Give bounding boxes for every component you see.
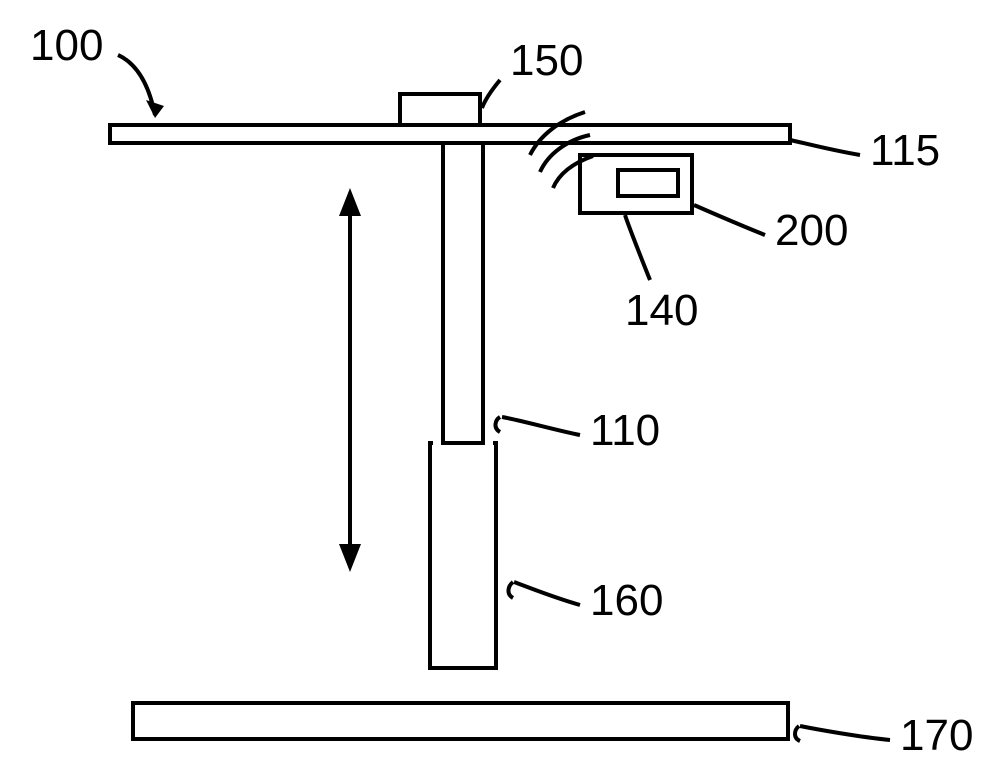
leader-l140 <box>625 215 650 280</box>
leader-l110 <box>502 417 580 435</box>
leader-l150 <box>482 80 500 108</box>
leader-l115 <box>790 140 860 155</box>
motion-arrow-head-down <box>339 544 361 572</box>
leader-l200 <box>694 205 765 235</box>
leader-hook-l160 <box>508 582 513 598</box>
ref-150: 150 <box>510 36 583 85</box>
leader-l170 <box>800 726 890 740</box>
motion-arrow-head-up <box>339 188 361 216</box>
ref-140: 140 <box>625 286 698 335</box>
leader-hook-l170 <box>795 726 800 741</box>
ref-100: 100 <box>30 21 103 70</box>
tabletop <box>110 125 790 143</box>
ref-170: 170 <box>900 711 973 760</box>
leader-l160 <box>514 582 580 605</box>
ref-200: 200 <box>775 206 848 255</box>
column-upper <box>443 143 483 443</box>
patent-figure: 100 150 115 200 140 110 160 170 <box>0 0 1000 764</box>
leader-100-arrowhead <box>146 100 164 118</box>
column-lower <box>430 443 496 668</box>
ref-110: 110 <box>590 406 660 455</box>
ref-160: 160 <box>590 576 663 625</box>
controller-display <box>618 170 678 196</box>
ref-115: 115 <box>870 126 940 175</box>
base-plate <box>133 703 788 739</box>
leader-hook-l110 <box>495 417 500 432</box>
top-sensor-block <box>400 94 480 125</box>
